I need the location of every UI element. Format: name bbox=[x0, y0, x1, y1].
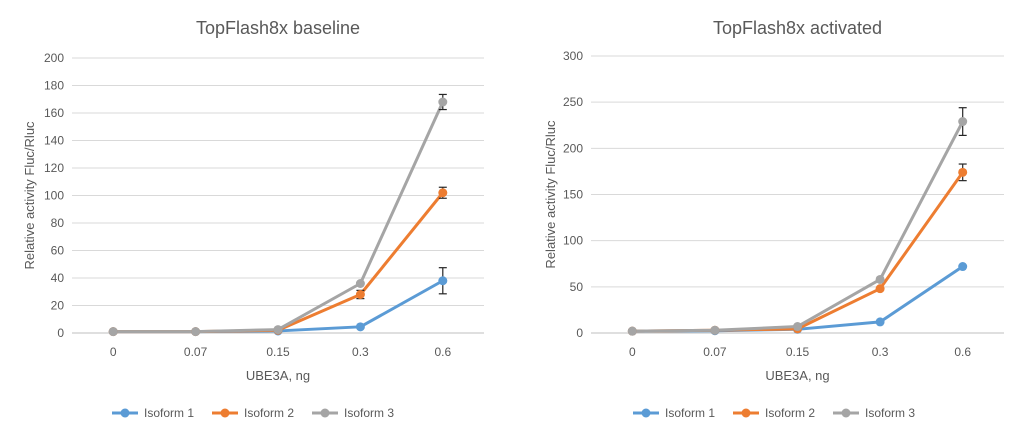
legend-label: Isoform 3 bbox=[344, 406, 394, 420]
y-tick-label: 80 bbox=[51, 216, 65, 230]
data-point bbox=[875, 284, 885, 294]
data-point bbox=[191, 327, 201, 337]
y-tick-label: 250 bbox=[563, 95, 583, 109]
legend-marker bbox=[641, 408, 651, 418]
y-tick-label: 20 bbox=[51, 299, 65, 313]
series-line-1 bbox=[632, 265, 964, 333]
data-point bbox=[273, 325, 283, 335]
x-tick-label: 0.15 bbox=[266, 345, 290, 359]
x-tick-label: 0.6 bbox=[954, 345, 971, 359]
data-point bbox=[875, 274, 885, 284]
y-tick-label: 100 bbox=[44, 189, 64, 203]
y-tick-label: 60 bbox=[51, 244, 65, 258]
x-tick-label: 0.6 bbox=[434, 345, 451, 359]
data-point bbox=[438, 97, 448, 107]
data-point bbox=[355, 279, 365, 288]
data-point bbox=[875, 317, 885, 327]
chart-title: TopFlash8x baseline bbox=[196, 18, 360, 38]
legend-label: Isoform 1 bbox=[144, 406, 194, 420]
y-tick-label: 140 bbox=[44, 134, 64, 148]
legend-marker bbox=[741, 408, 751, 418]
y-axis-label: Relative activity Fluc/Rluc bbox=[543, 120, 558, 269]
x-axis-label: UBE3A, ng bbox=[765, 368, 829, 383]
y-tick-label: 150 bbox=[563, 188, 583, 202]
chart-1: TopFlash8x baseline 0 20 40 60 80 100 120 140 160… bbox=[22, 18, 484, 420]
x-axis-label: UBE3A, ng bbox=[246, 368, 310, 383]
series-line-1 bbox=[113, 279, 444, 334]
data-point bbox=[355, 322, 365, 332]
y-tick-label: 0 bbox=[57, 326, 64, 340]
x-tick-label: 0.3 bbox=[872, 345, 889, 359]
data-point bbox=[438, 276, 448, 286]
x-tick-label: 0.07 bbox=[703, 345, 727, 359]
y-tick-label: 180 bbox=[44, 79, 64, 93]
y-tick-label: 160 bbox=[44, 106, 64, 120]
legend: Isoform 1 Isoform 2 Isoform 3 bbox=[633, 406, 915, 420]
y-tick-label: 50 bbox=[570, 280, 584, 294]
y-tick-label: 0 bbox=[576, 326, 583, 340]
legend-marker bbox=[220, 408, 230, 418]
y-tick-label: 300 bbox=[563, 49, 583, 63]
data-point bbox=[793, 322, 802, 332]
y-tick-label: 200 bbox=[563, 141, 583, 155]
y-tick-label: 120 bbox=[44, 161, 64, 175]
x-tick-label: 0 bbox=[110, 345, 117, 359]
data-point bbox=[958, 262, 968, 272]
legend-label: Isoform 3 bbox=[865, 406, 915, 420]
legend-marker bbox=[120, 408, 130, 418]
data-point bbox=[958, 117, 968, 127]
legend-marker bbox=[841, 408, 851, 418]
data-point bbox=[108, 327, 118, 337]
series-line-2 bbox=[632, 171, 964, 333]
data-point bbox=[438, 188, 448, 198]
chart-2: TopFlash8x activated 0 50 100 150 200 250 300 0 0… bbox=[543, 18, 1004, 420]
legend-label: Isoform 2 bbox=[244, 406, 294, 420]
x-tick-label: 0.3 bbox=[352, 345, 369, 359]
legend-marker bbox=[320, 408, 330, 418]
data-point bbox=[627, 326, 637, 336]
data-point bbox=[355, 290, 365, 299]
legend-label: Isoform 1 bbox=[665, 406, 715, 420]
y-axis-label: Relative activity Fluc/Rluc bbox=[22, 121, 37, 270]
x-tick-label: 0.15 bbox=[786, 345, 810, 359]
data-point bbox=[710, 325, 720, 335]
legend: Isoform 1 Isoform 2 Isoform 3 bbox=[112, 406, 394, 420]
series-line-3 bbox=[113, 101, 445, 334]
x-tick-label: 0.07 bbox=[184, 345, 208, 359]
y-tick-label: 200 bbox=[44, 51, 64, 65]
y-tick-label: 100 bbox=[563, 234, 583, 248]
x-tick-label: 0 bbox=[629, 345, 636, 359]
chart-title: TopFlash8x activated bbox=[713, 18, 882, 38]
y-tick-label: 40 bbox=[51, 271, 65, 285]
legend-label: Isoform 2 bbox=[765, 406, 815, 420]
data-point bbox=[958, 167, 968, 177]
